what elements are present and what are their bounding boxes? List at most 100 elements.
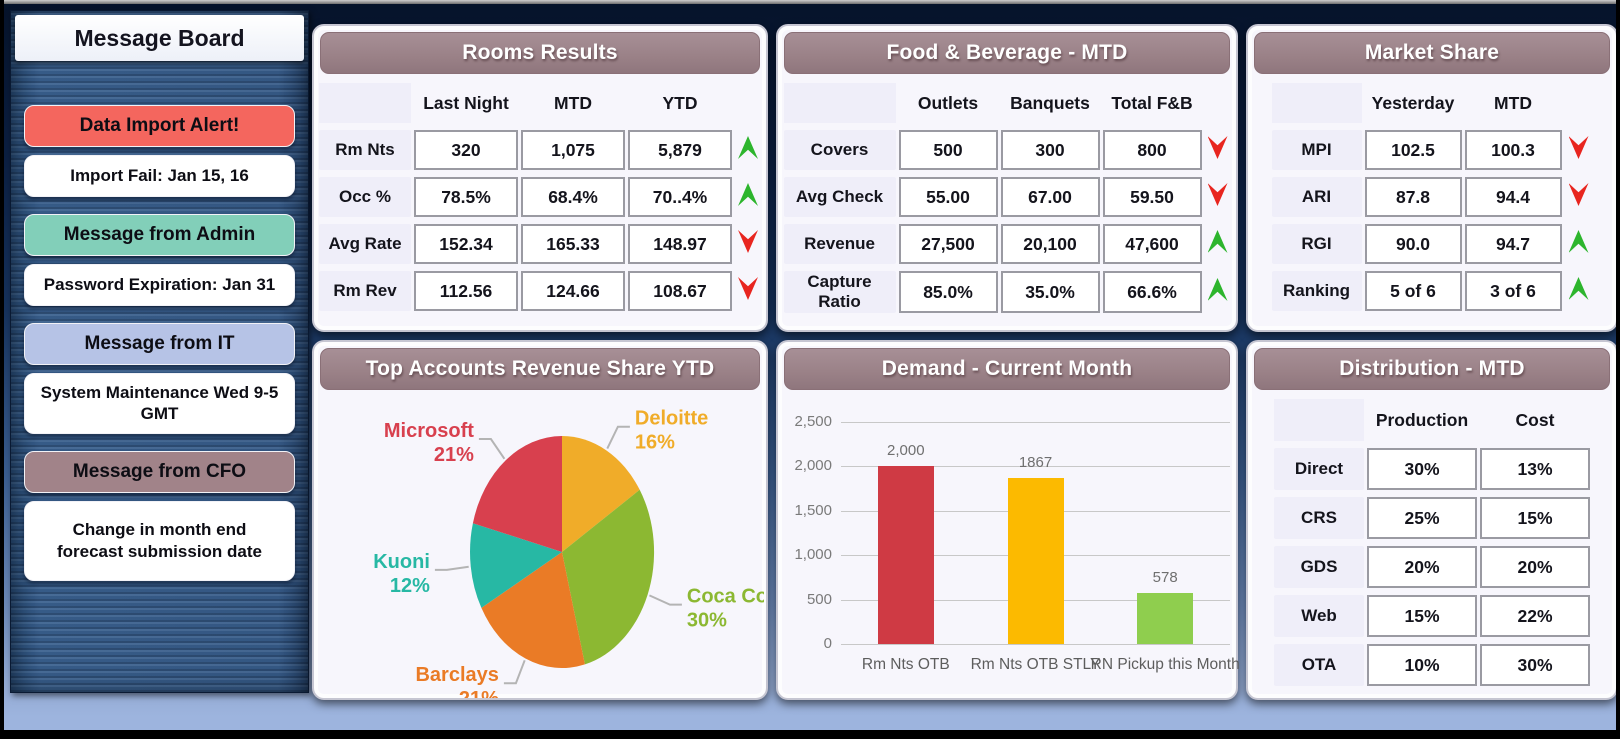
value-cell: 500 [898, 130, 998, 170]
table-corner [1274, 399, 1364, 441]
food-beverage-table: Outlets Banquets Total F&B Covers 500 300 800 A… [781, 76, 1234, 320]
trend-down-icon [738, 230, 758, 253]
market-share-table-area: Yesterday MTD MPI 102.5 100.3 ARI 87.8 94.4 RGI 9… [1248, 76, 1616, 318]
bottom-divider [4, 730, 1616, 739]
market-share-panel: Market Share Yesterday MTD MPI 102.5 100.3 AR… [1246, 24, 1616, 332]
row-label: Ranking [1271, 271, 1362, 311]
value-cell: 70..4% [628, 177, 732, 217]
pie-label-kuoni: Kuoni 12% [373, 551, 430, 597]
value-cell: 3 of 6 [1464, 271, 1562, 311]
message-list: Data Import Alert! Import Fail: Jan 15, 1… [11, 65, 308, 581]
pie-slice-deloitte [562, 436, 640, 552]
trend-up-icon [1568, 277, 1589, 300]
pie-slice-kuoni [470, 523, 562, 608]
value-cell: 85.0% [898, 271, 998, 313]
column-header: Outlets [917, 92, 979, 113]
x-axis-label: Rm Nts OTB STLY [970, 656, 1101, 673]
panel-title: Top Accounts Revenue Share YTD [320, 348, 760, 390]
bar-value-label: 2,000 [887, 442, 925, 460]
table-row: MPI 102.5 100.3 [1271, 130, 1593, 170]
bar-value-label: 1867 [1018, 454, 1053, 472]
message-category-button[interactable]: Message from Admin [24, 214, 295, 256]
row-label: Covers [783, 130, 896, 170]
message-category-button[interactable]: Message from CFO [24, 450, 295, 493]
pie-label-coca-cola: Coca Cola30% [687, 586, 764, 632]
value-cell: 25% [1367, 497, 1477, 539]
pie-slice-barclays [481, 552, 585, 669]
row-label: Direct [1274, 448, 1364, 490]
value-cell: 67.00 [1000, 177, 1100, 217]
value-cell: 13% [1480, 448, 1590, 490]
trend-down-icon [1568, 183, 1589, 206]
row-label: Revenue [783, 224, 896, 264]
trend-up-icon [1568, 230, 1589, 253]
trend-down-icon [738, 277, 758, 300]
x-axis-label: RN Pickup this Month [1090, 656, 1240, 673]
value-cell: 30% [1480, 644, 1590, 686]
column-header: YTD [662, 92, 698, 113]
table-row: Rm Rev 112.56 124.66 108.67 [319, 271, 761, 311]
panel-title: Distribution - MTD [1254, 348, 1610, 390]
table-corner [1271, 83, 1362, 123]
column-header: Cost [1515, 409, 1555, 430]
trend-down-icon [1207, 136, 1228, 159]
panel-title: Demand - Current Month [784, 348, 1230, 390]
y-axis-tick: 2,000 [794, 457, 832, 475]
gridline [841, 422, 1230, 423]
value-cell: 5 of 6 [1364, 271, 1462, 311]
pie-leader-line [503, 659, 526, 685]
row-label: OTA [1274, 644, 1364, 686]
value-cell: 800 [1102, 130, 1202, 170]
column-header: Yesterday [1371, 92, 1455, 113]
row-label: Rm Rev [319, 271, 411, 311]
value-cell: 1,075 [521, 130, 625, 170]
value-cell: 124.66 [521, 271, 625, 311]
value-cell: 300 [1000, 130, 1100, 170]
header-row: Last Night MTD YTD [319, 83, 761, 123]
y-axis-tick: 1,000 [794, 546, 832, 564]
row-label: Avg Check [783, 177, 896, 217]
rooms-results-table: Last Night MTD YTD Rm Nts 320 1,075 5,879 Occ %… [316, 76, 764, 318]
row-label: Occ % [319, 177, 411, 217]
pie-slice-microsoft [472, 436, 562, 552]
rooms-results-panel: Rooms Results Last Night MTD YTD Rm Nts 320 1… [312, 24, 768, 332]
value-cell: 165.33 [521, 224, 625, 264]
message-board-title: Message Board [15, 15, 304, 61]
message-text: Password Expiration: Jan 31 [24, 264, 295, 306]
table-row: Rm Nts 320 1,075 5,879 [319, 130, 761, 170]
row-label: Rm Nts [319, 130, 411, 170]
column-header: Last Night [423, 92, 509, 113]
message-category-button[interactable]: Message from IT [24, 323, 295, 365]
top-divider [4, 0, 1616, 4]
value-cell: 90.0 [1364, 224, 1462, 264]
value-cell: 10% [1367, 644, 1477, 686]
value-cell: 152.34 [414, 224, 518, 264]
pie-leader-line [434, 565, 469, 571]
panel-title: Food & Beverage - MTD [784, 32, 1230, 74]
trend-down-icon [1568, 136, 1589, 159]
value-cell: 320 [414, 130, 518, 170]
column-header: Banquets [1010, 92, 1090, 113]
table-corner [783, 83, 896, 123]
trend-down-icon [1207, 183, 1228, 206]
message-board-panel: Message Board Data Import Alert! Import F… [10, 10, 309, 693]
y-axis-tick: 0 [823, 635, 832, 652]
pie-label-barclays: Barclays21% [415, 664, 499, 698]
column-header: Production [1375, 409, 1469, 430]
y-axis-tick: 1,500 [794, 501, 832, 519]
column-header: MTD [1494, 92, 1532, 113]
value-cell: 59.50 [1102, 177, 1202, 217]
distribution-panel: Distribution - MTD Production Cost Direct 3… [1246, 340, 1616, 700]
table-row: OTA 10% 30% [1274, 644, 1590, 686]
row-label: GDS [1274, 546, 1364, 588]
value-cell: 94.4 [1464, 177, 1562, 217]
message-category-button[interactable]: Data Import Alert! [24, 105, 295, 147]
table-row: Occ % 78.5% 68.4% 70..4% [319, 177, 761, 217]
row-label: RGI [1271, 224, 1362, 264]
distribution-table-area: Production Cost Direct 30% 13% CRS 25% 15% GDS 20… [1248, 392, 1616, 693]
header-row: Production Cost [1274, 399, 1590, 441]
table-corner [319, 83, 411, 123]
value-cell: 20,100 [1000, 224, 1100, 264]
